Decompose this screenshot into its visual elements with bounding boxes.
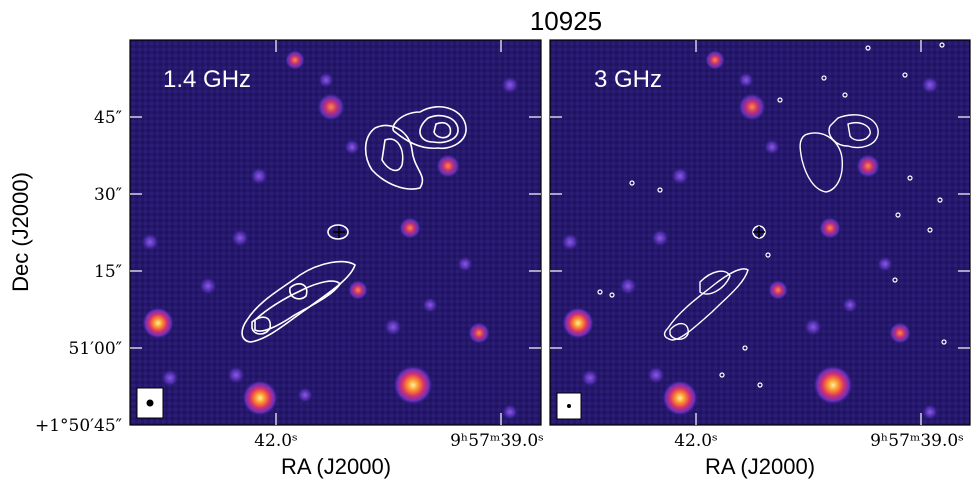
optical-sources — [561, 50, 939, 420]
beam-indicator — [556, 392, 582, 420]
position-cross — [333, 226, 345, 238]
y-axis-title: Dec (J2000) — [8, 172, 33, 292]
tick-marks — [130, 40, 970, 425]
dec-tick-label: 51′00″ — [69, 339, 122, 359]
ra-tick-label: 9ʰ57ᵐ39.0ˢ — [450, 431, 544, 451]
radio-contours — [663, 114, 879, 341]
optical-sources — [141, 50, 519, 420]
radio-noise-specks — [597, 42, 947, 388]
dec-tick-label: 30″ — [94, 185, 122, 205]
panel-frame — [129, 39, 542, 426]
panel-frame — [549, 39, 971, 426]
position-cross — [752, 225, 766, 239]
ra-tick-label: 9ʰ57ᵐ39.0ˢ — [870, 431, 964, 451]
dec-tick-label: 15″ — [94, 262, 122, 282]
panel-3ghz: 3 GHz — [549, 39, 971, 426]
ra-tick-label: 42.0ˢ — [254, 431, 298, 451]
dec-tick-label: +1°50′45″ — [35, 416, 122, 436]
x-axis-title: RA (J2000) — [705, 454, 815, 479]
x-axis-title: RA (J2000) — [281, 454, 391, 479]
panel-1-4ghz: 1.4 GHz — [129, 39, 542, 426]
figure-title: 10925 — [530, 6, 602, 36]
frequency-label: 1.4 GHz — [163, 66, 251, 93]
beam-indicator — [136, 387, 164, 419]
dec-tick-label: 45″ — [94, 108, 122, 128]
frequency-label: 3 GHz — [594, 66, 662, 93]
ra-tick-label: 42.0ˢ — [674, 431, 718, 451]
radio-contours — [241, 106, 467, 343]
